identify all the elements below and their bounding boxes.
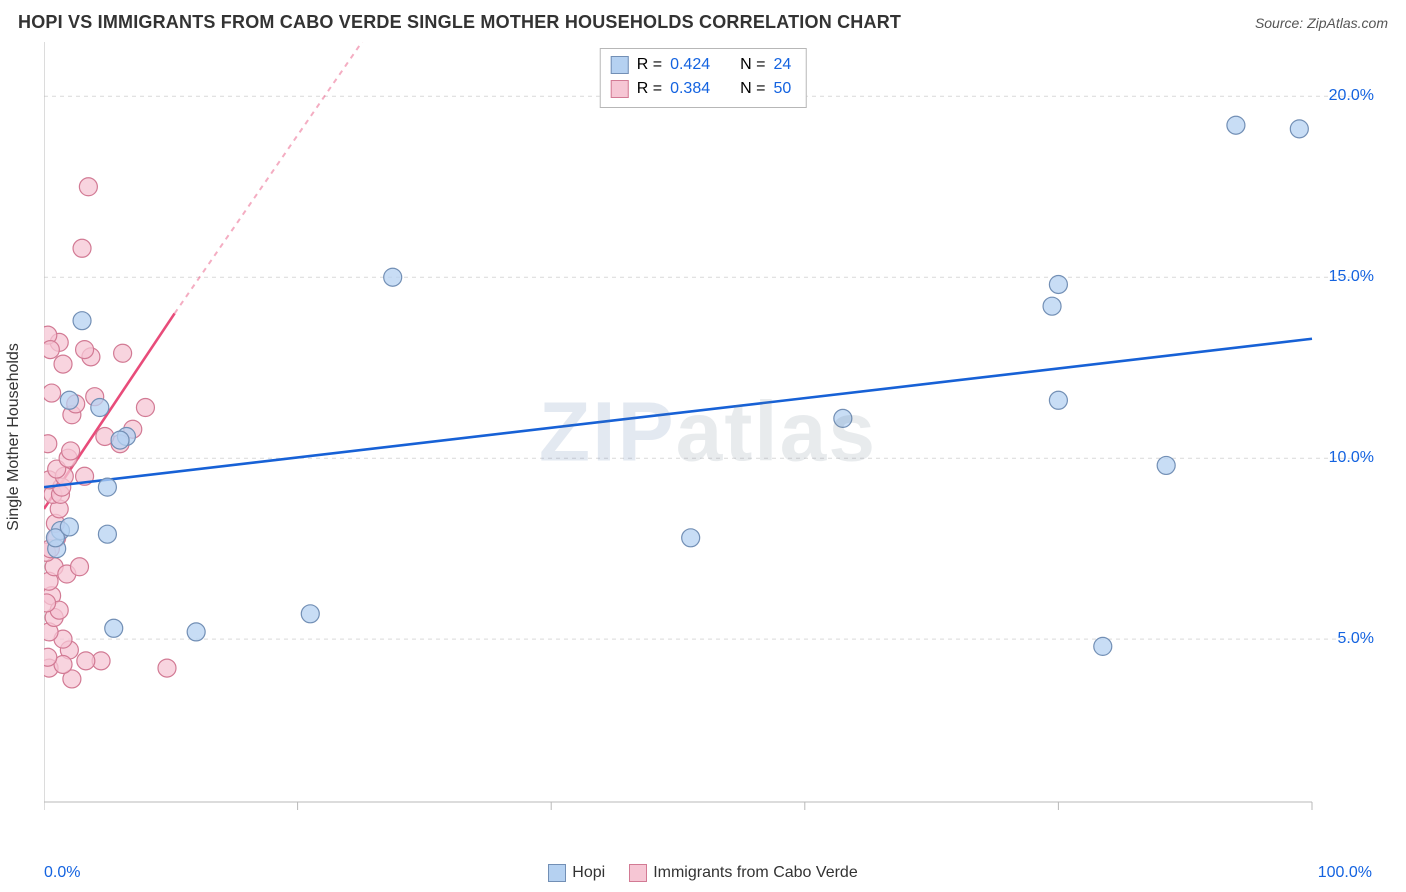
source-label: Source: ZipAtlas.com <box>1255 15 1388 31</box>
y-axis-label: Single Mother Households <box>5 343 23 531</box>
plot-area: Single Mother Households ZIPatlas 5.0% 1… <box>44 42 1372 832</box>
y-tick: 5.0% <box>1338 630 1374 648</box>
x-axis-labels: 0.0% 100.0% <box>44 864 1372 882</box>
x-max: 100.0% <box>1318 864 1372 882</box>
legend-swatch <box>611 80 629 98</box>
legend-swatch <box>611 56 629 74</box>
chart-title: HOPI VS IMMIGRANTS FROM CABO VERDE SINGL… <box>18 12 901 33</box>
header-bar: HOPI VS IMMIGRANTS FROM CABO VERDE SINGL… <box>18 12 1388 33</box>
legend-row: R = 0.424 N = 24 <box>611 53 792 77</box>
correlation-legend: R = 0.424 N = 24 R = 0.384 N = 50 <box>600 48 807 108</box>
legend-row: R = 0.384 N = 50 <box>611 77 792 101</box>
y-tick: 20.0% <box>1329 87 1374 105</box>
scatter-chart <box>44 42 1372 832</box>
y-tick: 10.0% <box>1329 449 1374 467</box>
x-min: 0.0% <box>44 864 80 882</box>
y-tick: 15.0% <box>1329 268 1374 286</box>
